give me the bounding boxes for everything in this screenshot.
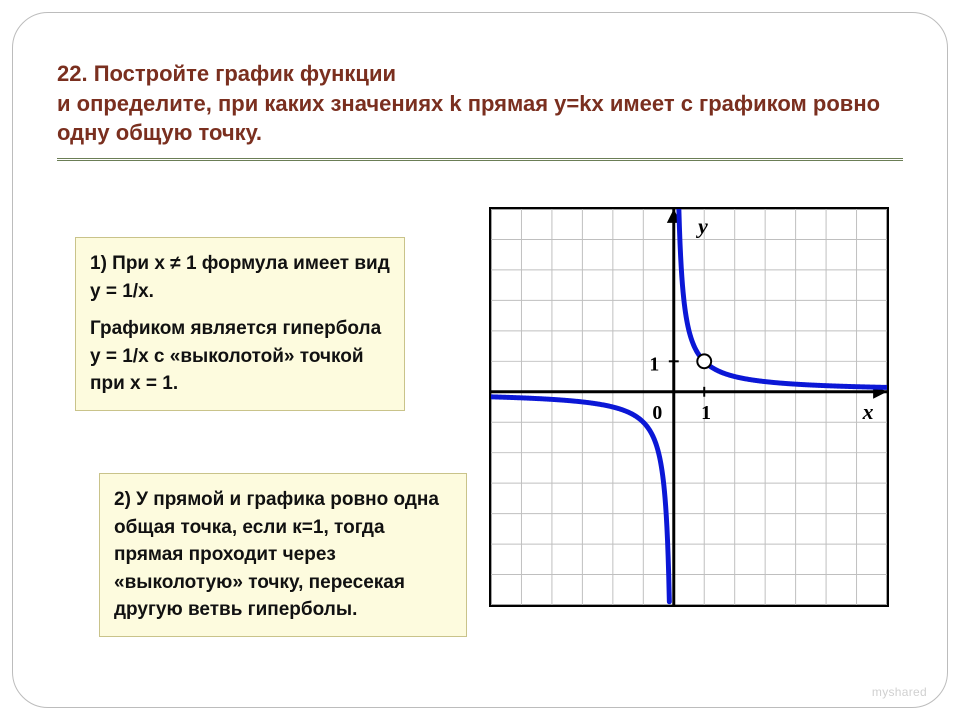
note-1-p2: Графиком является гипербола у = 1/х с «в… (90, 315, 390, 398)
note-2-p1: 2) У прямой и графика ровно одна общая т… (114, 486, 452, 624)
content-frame: 22. Постройте график функции и определит… (12, 12, 948, 708)
svg-text:1: 1 (649, 353, 659, 375)
svg-text:1: 1 (701, 402, 711, 424)
note-2: 2) У прямой и графика ровно одна общая т… (99, 473, 467, 637)
chart-svg: y x 0 1 1 (491, 209, 887, 605)
note-1: 1) При х ≠ 1 формула имеет вид у = 1/х. … (75, 237, 405, 411)
svg-text:0: 0 (652, 402, 662, 424)
svg-text:y: y (695, 214, 708, 238)
title-line-2: и определите, при каких значениях k прям… (57, 89, 903, 148)
watermark: myshared (872, 685, 927, 699)
axes (491, 209, 887, 605)
grid (491, 209, 887, 605)
title-line-1: 22. Постройте график функции (57, 59, 903, 89)
title-block: 22. Постройте график функции и определит… (57, 59, 903, 161)
hole-point (697, 354, 711, 368)
curve (491, 209, 886, 602)
svg-text:x: x (862, 400, 874, 424)
hyperbola-chart: y x 0 1 1 (489, 207, 889, 607)
note-1-p1: 1) При х ≠ 1 формула имеет вид у = 1/х. (90, 250, 390, 305)
slide: 22. Постройте график функции и определит… (0, 0, 960, 720)
